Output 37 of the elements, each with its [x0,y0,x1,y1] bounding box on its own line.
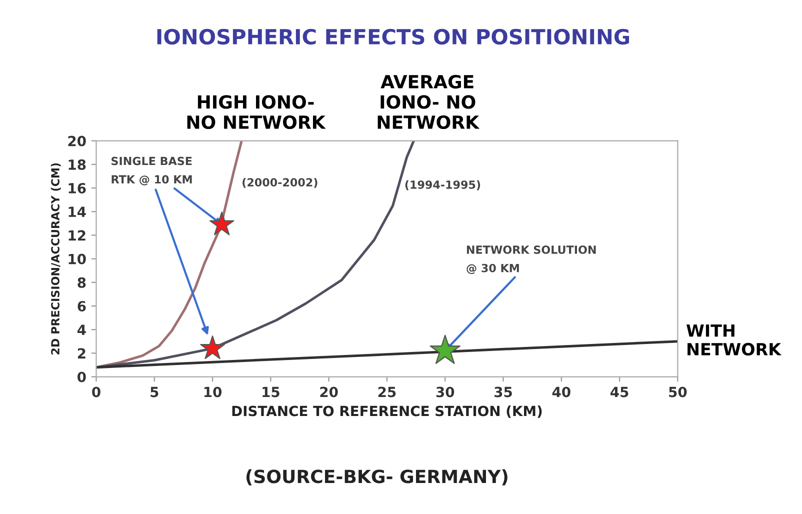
text: AVERAGE IONO- NO NETWORK [378,74,480,130]
x-tick-label: 25 [378,386,396,398]
y-tick-label: 10 [68,254,86,264]
chart-title: IONOSPHERIC EFFECTS ON POSITIONING [157,28,629,45]
x-tick-label: 30 [436,386,454,398]
y-tick-label: 6 [78,300,86,312]
x-tick-label: 35 [494,386,512,398]
y-tick-label: 2 [78,348,86,358]
y-tick-label: 18 [68,159,86,170]
point [200,335,225,360]
text: (SOURCE-BKG- GERMANY) [246,469,508,486]
x-tick-label: 0 [92,386,100,398]
annotation: (1994-1995) [405,180,480,190]
x-tick-label: 20 [320,386,338,398]
point [430,334,460,364]
y-tick-label: 20 [68,136,86,146]
series-label: HIGH IONO- NO NETWORK [187,95,326,130]
annotation: (2000-2002) [242,178,318,188]
y-tick-label: 14 [68,206,86,217]
x-tick-label: 5 [150,386,158,398]
line-series [96,140,243,369]
y-tick-label: 0 [78,372,86,382]
series-label: WITH NETWORK [686,324,782,356]
y-axis-title: 2D PRECISION/ACCURACY (CM) [50,163,61,354]
point [209,212,234,236]
x-tick-label: 10 [204,386,222,398]
x-tick-label: 40 [552,386,570,398]
annotation: NETWORK SOLUTION @ 30 KM [466,246,596,274]
x-tick-label: 15 [262,386,280,398]
y-tick-label: 8 [78,277,86,288]
x-tick-label: 45 [610,386,628,398]
y-tick-label: 12 [68,230,86,240]
y-tick-label: 4 [77,324,86,335]
annotation: SINGLE BASE RTK @ 10 KM [112,156,192,186]
x-tick-label: 50 [669,386,687,398]
x-axis-title: DISTANCE TO REFERENCE STATION (KM) [232,405,542,418]
y-tick-label: 16 [68,183,86,194]
